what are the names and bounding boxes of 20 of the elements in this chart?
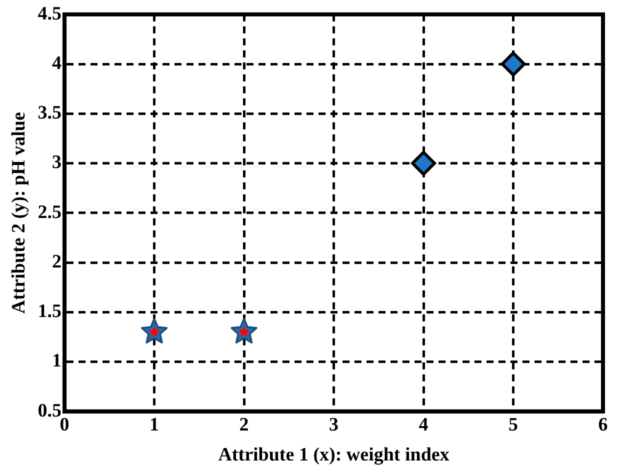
y-tick-label: 4.5 xyxy=(38,3,62,24)
x-tick-label: 6 xyxy=(598,414,608,436)
x-tick-label: 1 xyxy=(150,414,160,436)
y-tick-label: 0.5 xyxy=(38,400,62,422)
y-tick-label: 3 xyxy=(52,152,62,174)
y-tick-label: 2 xyxy=(52,251,62,272)
x-tick-label: 3 xyxy=(329,414,339,436)
point xyxy=(500,52,526,77)
y-tick-label: 4 xyxy=(52,52,62,74)
y-tick-label: 2.5 xyxy=(38,202,62,223)
x-tick-label: 4 xyxy=(418,414,429,436)
x-tick-label: 5 xyxy=(508,414,518,436)
x-tick-label: 2 xyxy=(239,414,249,436)
y-axis-title: Attribute 2 (y): pH value xyxy=(8,112,30,314)
x-axis-title: Attribute 1 (x): weight index xyxy=(218,444,450,466)
y-tick-label: 3.5 xyxy=(38,102,62,124)
point xyxy=(411,150,436,176)
x-tick-label: 0 xyxy=(60,414,70,436)
y-tick-label: 1.5 xyxy=(38,301,62,322)
y-tick-label: 1 xyxy=(52,350,62,372)
